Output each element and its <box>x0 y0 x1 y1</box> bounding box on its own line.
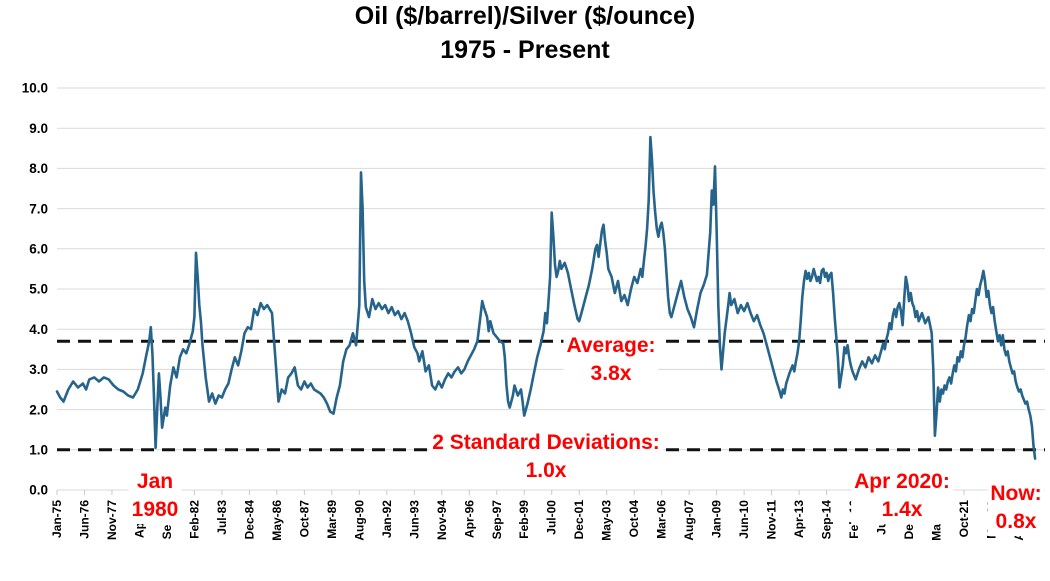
x-tick-label: Jun-93 <box>407 500 421 539</box>
x-tick-label: May-86 <box>270 500 284 541</box>
x-tick-label: Dec-01 <box>572 500 586 540</box>
x-tick-label: Jul-00 <box>545 500 559 535</box>
annotation-average: Average: 3.8x <box>563 332 659 388</box>
x-tick-label: Nov-94 <box>435 500 449 540</box>
x-tick-label: Mar-89 <box>325 500 339 539</box>
ratio-line-series <box>55 135 1037 460</box>
x-tick-label: Feb-99 <box>517 500 531 539</box>
x-tick-label: Jan-09 <box>710 500 724 538</box>
x-tick-label: Jan-75 <box>50 500 64 538</box>
y-tick-label: 0.0 <box>29 483 48 498</box>
y-tick-label: 3.0 <box>29 362 48 377</box>
y-tick-label: 2.0 <box>29 402 48 417</box>
y-tick-label: 6.0 <box>29 242 48 257</box>
x-tick-label: Sep-14 <box>820 500 834 540</box>
annotation-jan-1980-line2: 1980 <box>131 498 179 521</box>
y-tick-label: 1.0 <box>29 443 48 458</box>
x-tick-label: Apr-96 <box>462 500 476 538</box>
y-tick-label: 9.0 <box>29 121 48 136</box>
x-tick-label: Sep-97 <box>490 500 504 540</box>
y-tick-label: 5.0 <box>29 282 48 297</box>
x-tick-label: Mar-06 <box>655 500 669 539</box>
annotation-now-line1: Now: <box>990 482 1042 505</box>
annotation-apr-2020-line2: 1.4x <box>881 498 923 521</box>
x-tick-label: Jul-83 <box>215 500 229 535</box>
x-tick-label: Oct-87 <box>297 500 311 538</box>
x-tick-label: Dec-84 <box>242 500 256 540</box>
x-tick-label: Oct-21 <box>957 500 971 538</box>
annotation-jan-1980-line1: Jan <box>136 470 174 493</box>
annotation-two-standard-deviations-line1: 2 Standard Deviations: <box>432 431 660 454</box>
annotation-jan-1980: Jan 1980 <box>128 468 182 524</box>
x-tick-label: Jun-76 <box>77 500 91 539</box>
x-tick-label: Oct-04 <box>627 500 641 538</box>
x-tick-label: Aug-07 <box>682 500 696 541</box>
annotation-average-line2: 3.8x <box>590 362 632 385</box>
annotation-now: Now: 0.8x <box>987 480 1045 536</box>
y-tick-label: 7.0 <box>29 201 48 216</box>
chart-subtitle: 1975 - Present <box>440 36 610 64</box>
y-tick-label: 4.0 <box>29 322 48 337</box>
x-tick-label: Feb-82 <box>187 500 201 539</box>
x-tick-label: Jan-92 <box>380 500 394 538</box>
y-tick-label: 10.0 <box>22 81 48 96</box>
x-tick-label: Aug-90 <box>352 500 366 541</box>
x-tick-label: Jun-10 <box>737 500 751 539</box>
chart-title: Oil ($/barrel)/Silver ($/ounce) <box>354 2 696 30</box>
x-tick-label: Nov-77 <box>105 500 119 540</box>
x-tick-label: May-03 <box>600 500 614 541</box>
annotation-now-line2: 0.8x <box>995 510 1037 533</box>
x-tick-label: Nov-11 <box>765 500 779 540</box>
y-tick-label: 8.0 <box>29 161 48 176</box>
annotation-two-standard-deviations-line2: 1.0x <box>525 459 567 482</box>
annotation-apr-2020: Apr 2020: 1.4x <box>851 468 953 524</box>
annotation-average-line1: Average: <box>566 334 656 357</box>
annotation-apr-2020-line1: Apr 2020: <box>854 470 950 493</box>
x-tick-label: Apr-13 <box>792 500 806 538</box>
annotation-two-standard-deviations: 2 Standard Deviations: 1.0x <box>429 429 663 485</box>
